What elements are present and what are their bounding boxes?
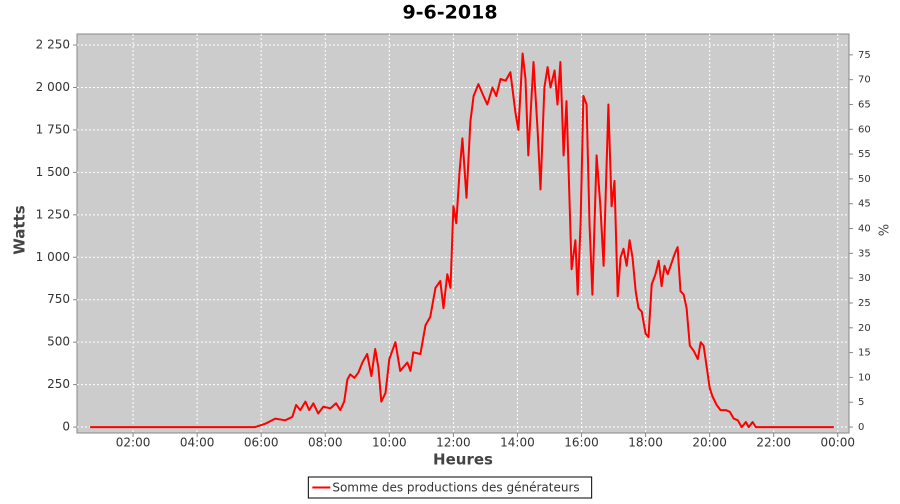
y2-tick-label: 10 [858, 372, 871, 383]
y2-tick-label: 15 [858, 348, 871, 359]
x-tick-label: 20:00 [692, 436, 727, 450]
x-tick-label: 22:00 [756, 436, 791, 450]
x-tick-label: 16:00 [564, 436, 599, 450]
y2-tick-label: 45 [858, 199, 871, 210]
y2-tick-label: 20 [858, 323, 871, 334]
y2-tick-label: 60 [858, 124, 871, 135]
y2-tick-label: 30 [858, 273, 871, 284]
y-tick-label: 1 750 [36, 122, 70, 136]
y2-tick-label: 70 [858, 75, 871, 86]
x-tick-label: 10:00 [372, 436, 407, 450]
y2-axis-label: % [875, 224, 890, 236]
y-tick-label: 2 000 [36, 80, 70, 94]
y-tick-label: 0 [62, 420, 70, 434]
y-tick-label: 2 250 [36, 38, 70, 52]
data-line [90, 52, 834, 429]
y2-tick-label: 35 [858, 248, 871, 259]
y2-tick-label: 55 [858, 149, 871, 160]
x-tick-label: 02:00 [116, 436, 151, 450]
legend-label: Somme des productions des générateurs [332, 481, 579, 495]
x-tick-label: 18:00 [628, 436, 663, 450]
x-tick-label: 12:00 [436, 436, 471, 450]
y-axis-label: Watts [11, 205, 29, 254]
x-tick-label: 06:00 [244, 436, 279, 450]
x-tick-label: 14:00 [500, 436, 535, 450]
y2-tick-label: 65 [858, 99, 871, 110]
y2-tick-label: 40 [858, 224, 871, 235]
x-tick-label: 08:00 [308, 436, 343, 450]
plot-area [76, 33, 850, 434]
x-tick-label: 04:00 [180, 436, 215, 450]
y2-tick-label: 50 [858, 174, 871, 185]
y2-tick-label: 0 [858, 422, 864, 433]
x-axis-label: Heures [433, 451, 493, 469]
y-tick-label: 1 250 [36, 207, 70, 221]
y-tick-label: 1 500 [36, 165, 70, 179]
x-tick-label: 00:00 [820, 436, 855, 450]
y2-tick-label: 5 [858, 397, 864, 408]
chart-title: 9-6-2018 [402, 2, 497, 24]
y2-tick-label: 75 [858, 50, 871, 61]
legend-box [307, 476, 593, 499]
y-tick-label: 500 [47, 335, 70, 349]
y-tick-label: 250 [47, 377, 70, 391]
y-tick-label: 1 000 [36, 250, 70, 264]
legend: Somme des productions des générateurs [307, 476, 593, 499]
y-tick-label: 750 [47, 292, 70, 306]
y2-tick-label: 25 [858, 298, 871, 309]
